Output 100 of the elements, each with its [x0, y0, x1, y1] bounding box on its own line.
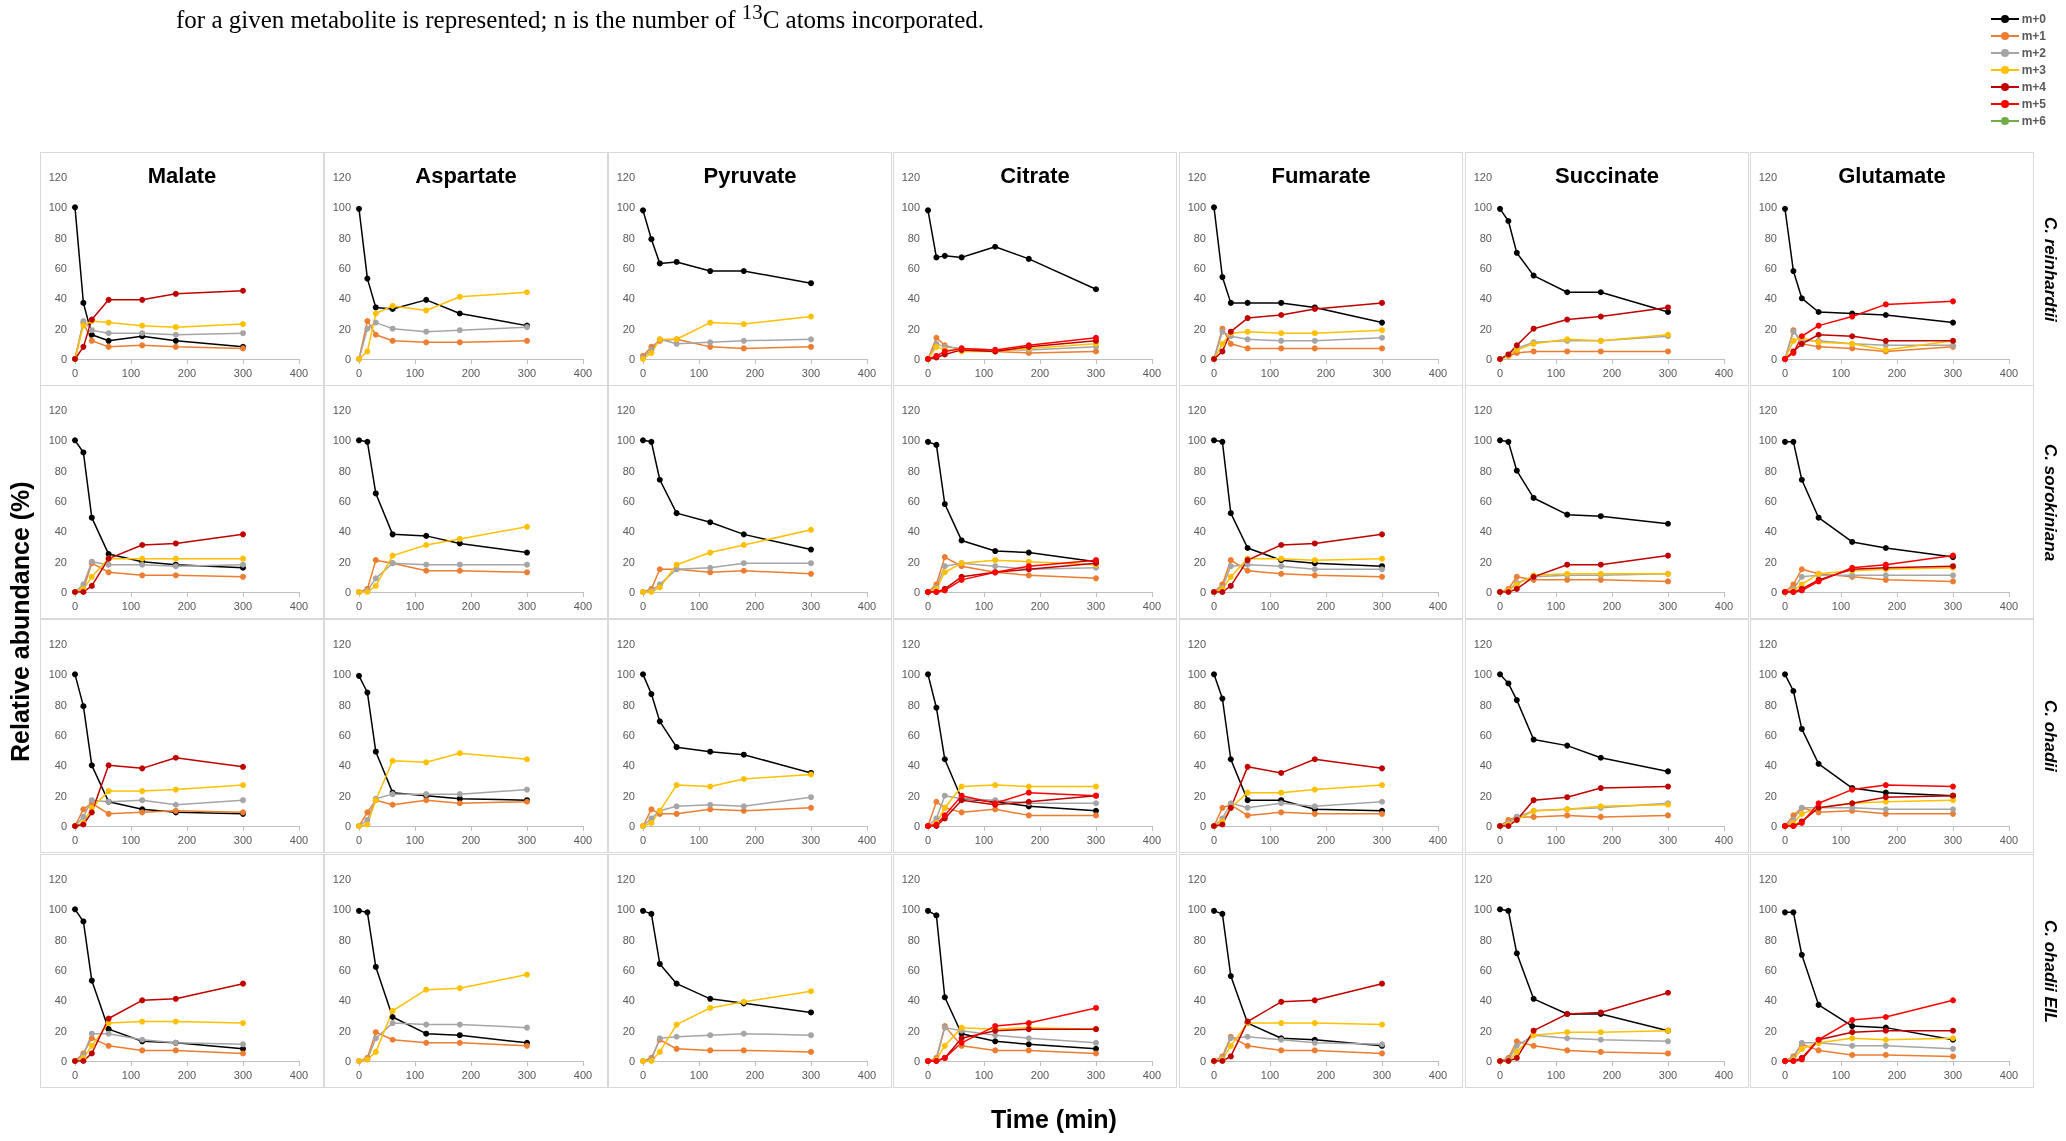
y-tick-label: 100: [48, 434, 67, 447]
x-tick-label: 300: [1658, 366, 1678, 379]
chart-title: Malate: [147, 162, 217, 188]
y-tick-label: 20: [1193, 555, 1206, 568]
y-tick-label: 100: [1473, 434, 1492, 447]
y-tick-label: 100: [332, 668, 351, 681]
chart-title: Glutamate: [1838, 162, 1946, 188]
y-tick-label: 60: [54, 495, 67, 507]
x-tick-label: 200: [1030, 599, 1050, 612]
y-tick-label: 120: [901, 171, 920, 183]
x-tick-label: 0: [924, 833, 932, 846]
y-tick-label: 100: [1473, 201, 1492, 214]
x-tick-label: 400: [857, 1068, 877, 1081]
x-tick-label: 100: [1546, 833, 1566, 846]
y-tick-label: 60: [1764, 729, 1777, 741]
x-tick-label: 100: [405, 599, 425, 612]
x-tick-label: 0: [71, 599, 79, 612]
y-tick-label: 120: [616, 873, 635, 885]
y-tick-label: 60: [338, 495, 351, 507]
x-tick-label: 400: [857, 833, 877, 846]
x-tick-label: 100: [974, 599, 994, 612]
y-tick-label: 0: [60, 820, 67, 832]
x-tick-label: 200: [1316, 833, 1336, 846]
x-tick-label: 100: [1831, 366, 1851, 379]
y-tick-label: 40: [1479, 525, 1492, 538]
y-tick-label: 40: [338, 525, 351, 538]
x-tick-label: 100: [689, 366, 709, 379]
y-tick-label: 100: [1187, 434, 1206, 447]
y-tick-label: 40: [622, 759, 635, 772]
y-axis-title: Relative abundance (%): [6, 480, 35, 762]
x-tick-label: 400: [1428, 366, 1448, 379]
x-tick-label: 200: [1316, 1068, 1336, 1081]
x-tick-label: 200: [177, 833, 197, 846]
y-tick-label: 20: [907, 322, 920, 335]
x-tick-label: 100: [1546, 366, 1566, 379]
y-tick-label: 80: [907, 231, 920, 244]
y-tick-label: 40: [1764, 994, 1777, 1007]
y-tick-label: 40: [622, 525, 635, 538]
y-tick-label: 0: [1199, 353, 1206, 365]
x-tick-label: 300: [1086, 1068, 1106, 1081]
x-tick-label: 100: [1831, 1068, 1851, 1081]
y-tick-label: 80: [622, 464, 635, 477]
x-tick-label: 0: [924, 366, 932, 379]
x-tick-label: 400: [1142, 833, 1162, 846]
y-tick-label: 100: [1187, 668, 1206, 681]
legend-label: m+2: [2021, 45, 2046, 60]
x-tick-label: 400: [1999, 366, 2019, 379]
y-tick-label: 60: [338, 262, 351, 274]
y-tick-label: 120: [616, 171, 635, 183]
y-tick-label: 60: [907, 729, 920, 741]
y-tick-label: 120: [1473, 638, 1492, 650]
x-tick-label: 200: [1887, 833, 1907, 846]
x-tick-label: 0: [1781, 833, 1789, 846]
y-tick-label: 0: [913, 820, 920, 832]
y-tick-label: 100: [1758, 903, 1777, 916]
chart-title: Fumarate: [1271, 162, 1371, 188]
x-tick-label: 100: [405, 1068, 425, 1081]
y-tick-label: 80: [907, 698, 920, 711]
y-tick-label: 20: [1764, 555, 1777, 568]
x-tick-label: 0: [355, 599, 363, 612]
x-tick-label: 100: [121, 1068, 141, 1081]
x-tick-label: 400: [1714, 599, 1734, 612]
x-axis-title: Time (min): [991, 1105, 1117, 1134]
x-tick-label: 300: [517, 1068, 537, 1081]
y-tick-label: 0: [913, 586, 920, 598]
y-tick-label: 20: [338, 1024, 351, 1037]
x-tick-label: 0: [355, 833, 363, 846]
x-tick-label: 300: [1943, 1068, 1963, 1081]
y-tick-label: 120: [48, 171, 67, 183]
y-tick-label: 120: [1187, 171, 1206, 183]
y-tick-label: 60: [1193, 262, 1206, 274]
y-tick-label: 80: [622, 698, 635, 711]
x-tick-label: 400: [857, 366, 877, 379]
y-tick-label: 80: [54, 464, 67, 477]
y-tick-label: 80: [1764, 231, 1777, 244]
y-tick-label: 40: [1193, 994, 1206, 1007]
y-tick-label: 100: [616, 668, 635, 681]
x-tick-label: 400: [289, 599, 309, 612]
y-tick-label: 120: [1187, 404, 1206, 416]
y2-axis-title: C. sorokiniana: [2040, 443, 2060, 561]
y-tick-label: 20: [622, 1024, 635, 1037]
y-tick-label: 40: [54, 525, 67, 538]
y-tick-label: 40: [1479, 292, 1492, 305]
y-tick-label: 120: [901, 873, 920, 885]
x-tick-label: 300: [517, 833, 537, 846]
chart-title: Aspartate: [415, 162, 517, 188]
x-tick-label: 300: [1372, 833, 1392, 846]
y-tick-label: 120: [1473, 171, 1492, 183]
y-tick-label: 60: [622, 729, 635, 741]
y-tick-label: 100: [48, 903, 67, 916]
x-tick-label: 300: [517, 366, 537, 379]
y-tick-label: 0: [1485, 586, 1492, 598]
y-tick-label: 60: [622, 495, 635, 507]
y-tick-label: 60: [1193, 729, 1206, 741]
y-tick-label: 60: [622, 262, 635, 274]
x-tick-label: 0: [639, 833, 647, 846]
y-tick-label: 120: [1187, 873, 1206, 885]
y-tick-label: 80: [338, 464, 351, 477]
y-tick-label: 0: [1199, 1055, 1206, 1067]
x-tick-label: 400: [1142, 366, 1162, 379]
